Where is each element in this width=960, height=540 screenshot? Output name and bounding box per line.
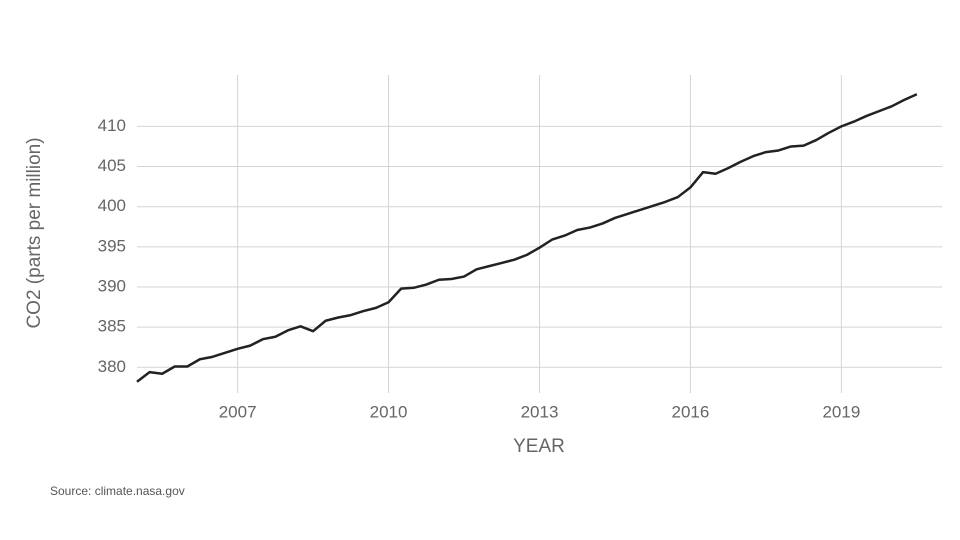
x-axis-label: YEAR [513,436,565,457]
source-note: Source: climate.nasa.gov [50,484,185,498]
y-tick-label: 385 [98,317,126,336]
x-tick-label: 2019 [822,402,860,421]
y-tick-label: 405 [98,156,126,175]
y-tick-label: 380 [98,357,126,376]
y-axis-label: CO2 (parts per million) [24,137,45,328]
y-tick-label: 390 [98,276,126,295]
x-tick-label: 2010 [370,402,408,421]
x-tick-label: 2013 [521,402,559,421]
data-line [136,93,918,383]
x-tick-label: 2016 [672,402,710,421]
y-tick-label: 400 [98,196,126,215]
y-tick-label: 395 [98,236,126,255]
x-tick-label: 2007 [219,402,257,421]
y-tick-label: 410 [98,116,126,135]
